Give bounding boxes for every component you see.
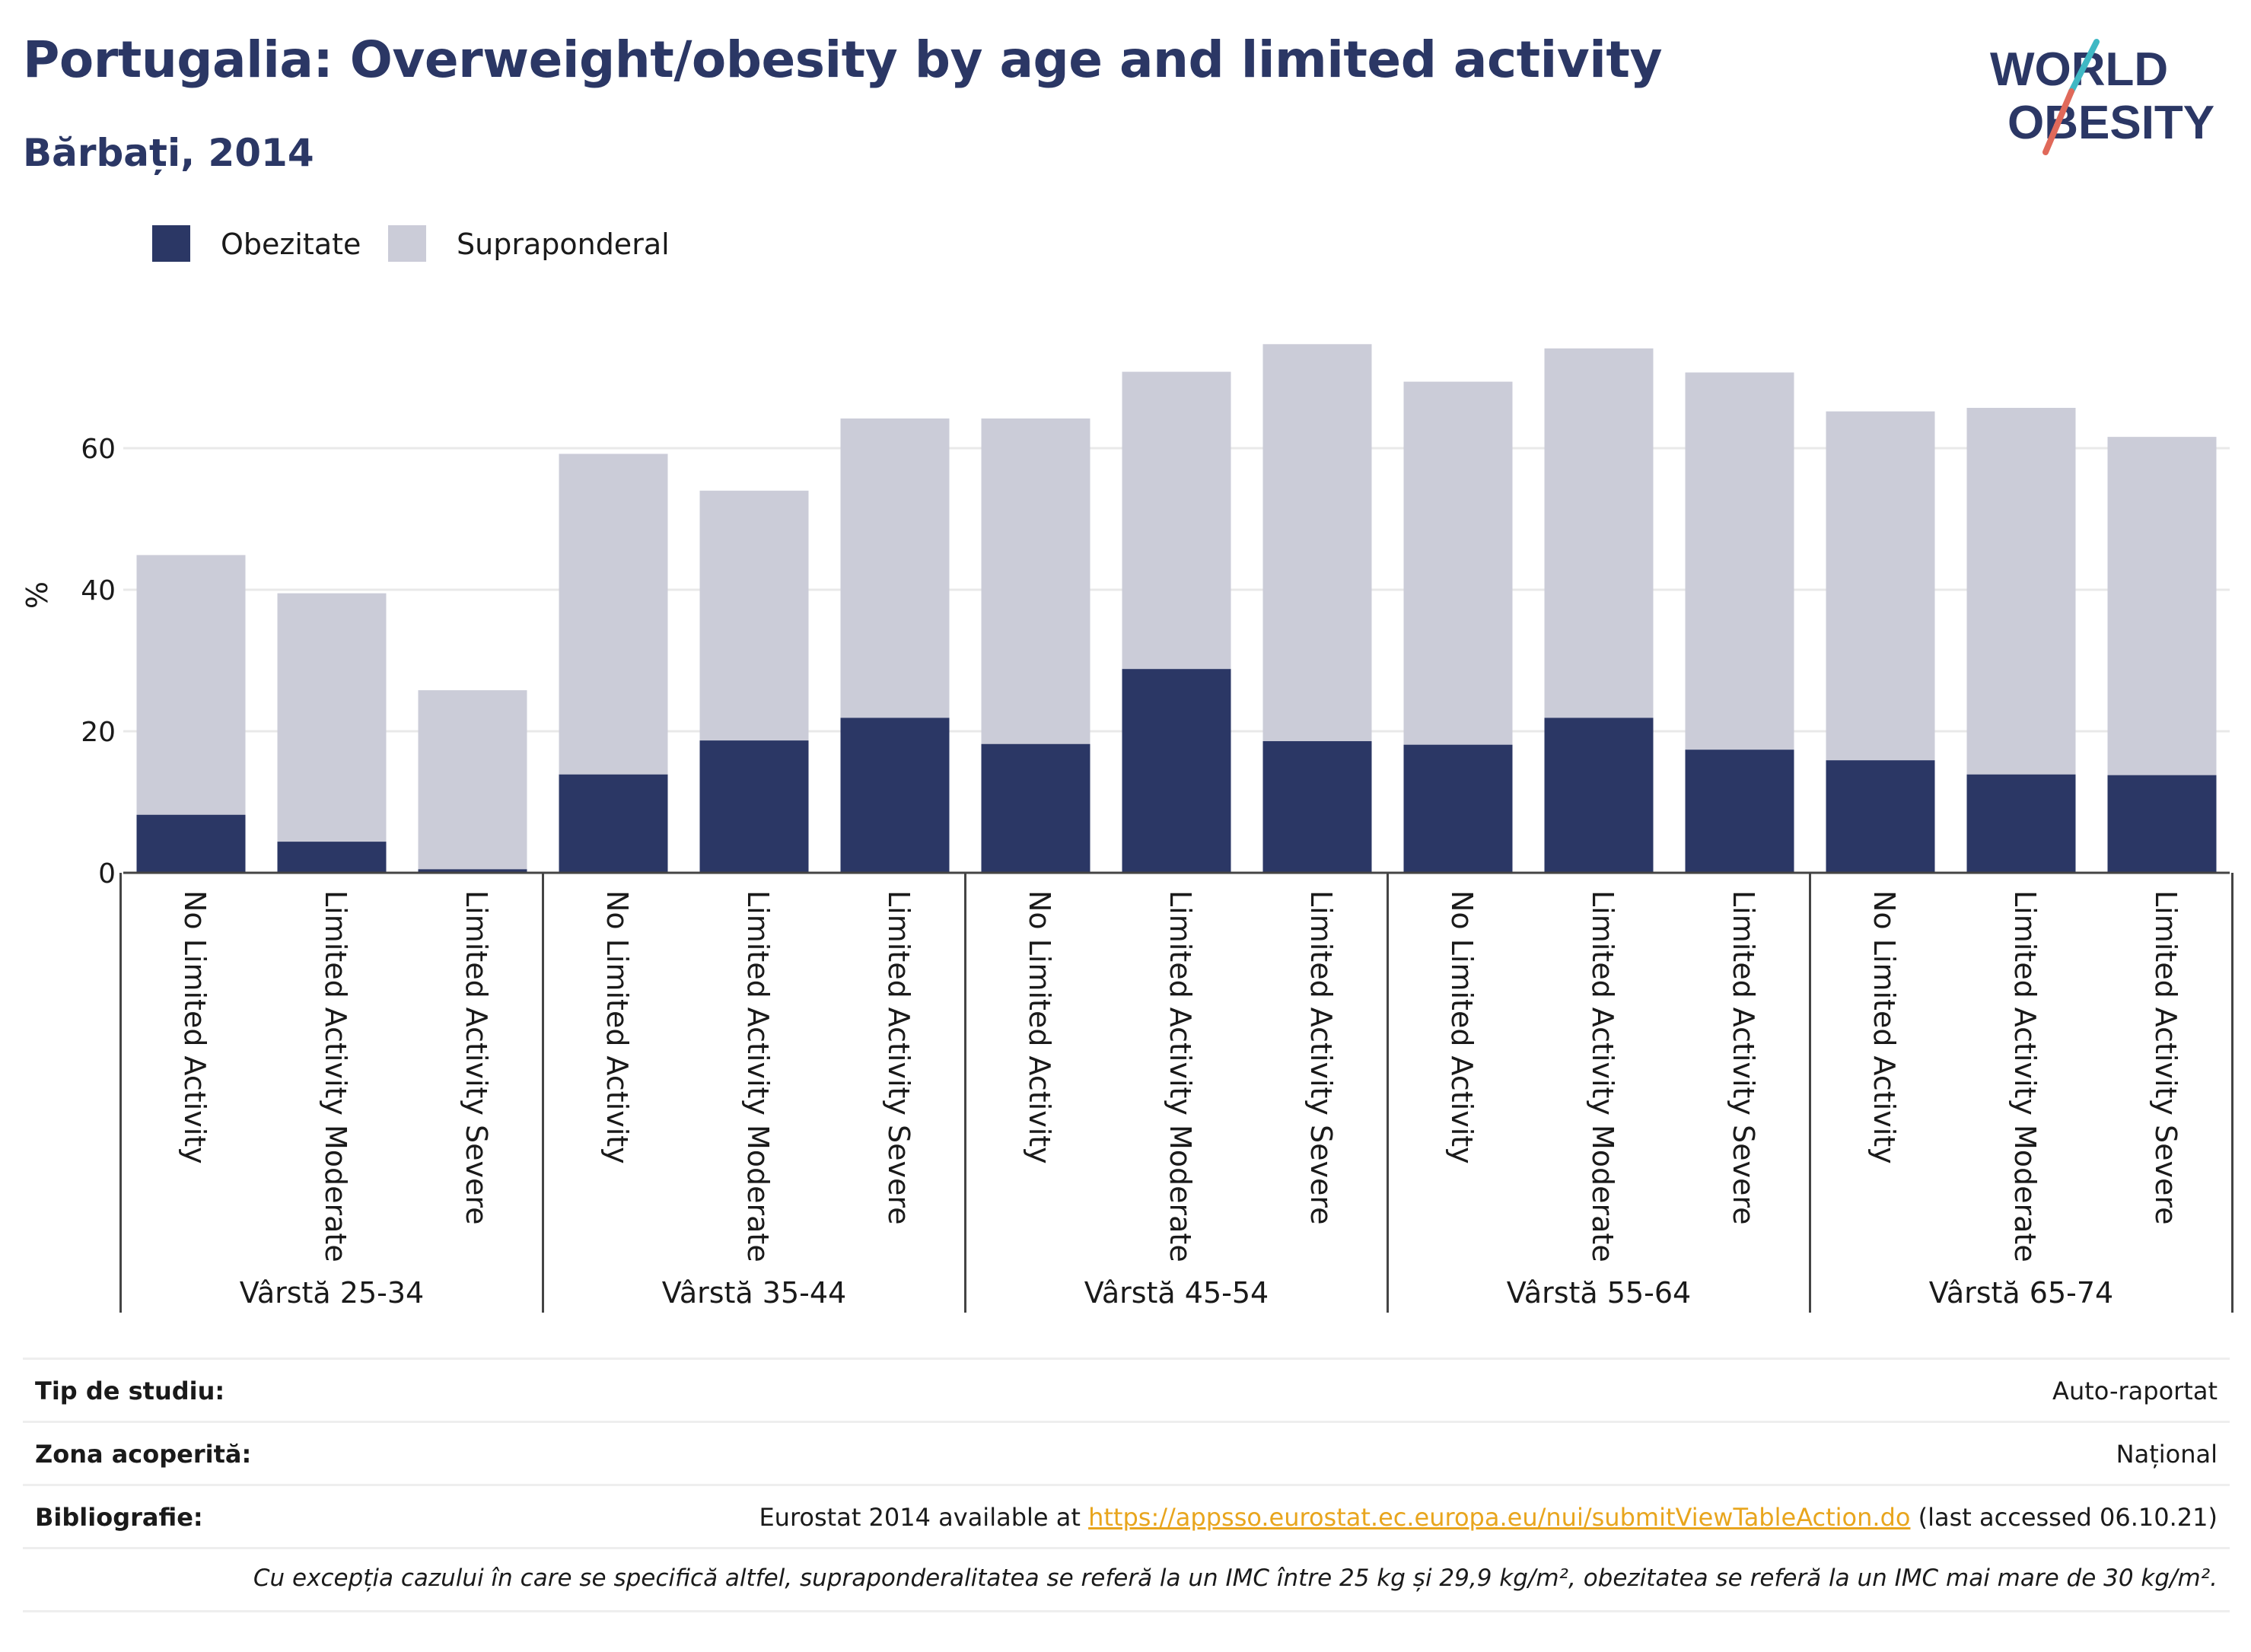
bar-overweight [418, 690, 527, 870]
logo-slash-teal [2068, 39, 2100, 94]
y-tick-label: 0 [98, 858, 116, 890]
x-category-label: Limited Activity Severe [1304, 890, 1338, 1225]
legend-swatch-overweight [388, 225, 426, 262]
legend-label-obesity: Obezitate [221, 228, 361, 261]
bmi-definition-note: Cu excepția cazului în care se specifică… [253, 1564, 2218, 1592]
x-category-label: Limited Activity Moderate [741, 890, 775, 1262]
bibliography-link[interactable]: https://appsso.eurostat.ec.europa.eu/nui… [1088, 1503, 1911, 1532]
x-category-label: Limited Activity Severe [882, 890, 915, 1225]
bar-obesity [1966, 774, 2076, 873]
bar-obesity [1544, 718, 1654, 873]
x-category-label: No Limited Activity [178, 890, 212, 1164]
x-group-label: Vârstă 45-54 [1084, 1276, 1269, 1310]
x-group-label: Vârstă 65-74 [1929, 1276, 2113, 1310]
bar-overweight [1122, 371, 1231, 670]
bibliography-suffix: (last accessed 06.10.21) [1910, 1503, 2218, 1532]
bar-obesity [981, 743, 1090, 873]
bar-obesity [840, 718, 950, 873]
x-category-label: Limited Activity Moderate [2008, 890, 2042, 1262]
bar-obesity [559, 774, 668, 873]
y-tick-label: 60 [81, 434, 116, 465]
bar-obesity [2107, 775, 2217, 873]
bar-chart: 0 20 40 60% No Limited Activity Limited Activ… [21, 344, 2233, 1313]
bar-overweight [1403, 381, 1513, 745]
chart-subtitle: Bărbați, 2014 [23, 131, 314, 175]
bar-overweight [1262, 344, 1372, 742]
x-group-label: Vârstă 35-44 [662, 1276, 846, 1310]
y-tick-label: 40 [81, 575, 116, 606]
y-tick-label: 20 [81, 717, 116, 748]
bar-overweight [559, 454, 668, 775]
info-row-area: Zona acoperită: Național [23, 1421, 2230, 1484]
bar-obesity [1403, 744, 1513, 873]
x-category-label: Limited Activity Severe [2149, 890, 2183, 1225]
info-row-bibliography: Bibliografie: Eurostat 2014 available at… [23, 1484, 2230, 1547]
bibliography-value: Eurostat 2014 available at https://appss… [759, 1503, 2218, 1532]
x-category-label: Limited Activity Moderate [1586, 890, 1619, 1262]
bar-obesity [277, 842, 387, 873]
bar-obesity [1262, 741, 1372, 873]
bar-obesity [1685, 750, 1794, 873]
x-category-label: Limited Activity Severe [1727, 890, 1760, 1225]
bibliography-label: Bibliografie: [35, 1503, 203, 1532]
bar-overweight [840, 418, 950, 718]
x-group-label: Vârstă 25-34 [240, 1276, 424, 1310]
x-category-label: Limited Activity Moderate [1164, 890, 1197, 1262]
bar-overweight [699, 490, 809, 741]
logo-text-obesity: OBESITY [2007, 97, 2214, 149]
y-axis-label: % [21, 581, 54, 609]
bar-obesity [418, 869, 527, 873]
world-obesity-logo: WORLD OBESITY [1990, 39, 2214, 155]
bar-obesity [1122, 669, 1231, 873]
x-category-label: Limited Activity Moderate [319, 890, 352, 1262]
x-category-label: Limited Activity Severe [460, 890, 493, 1225]
area-value: Național [2116, 1440, 2218, 1469]
x-group-label: Vârstă 55-64 [1507, 1276, 1691, 1310]
study-type-value: Auto-raportat [2052, 1377, 2218, 1405]
bar-overweight [136, 555, 246, 815]
bar-overweight [1966, 407, 2076, 775]
bar-overweight [981, 418, 1090, 744]
info-table: Tip de studiu: Auto-raportat Zona acoper… [23, 1358, 2230, 1612]
x-category-label: No Limited Activity [1445, 890, 1479, 1164]
area-label: Zona acoperită: [35, 1440, 252, 1469]
bar-overweight [1826, 411, 1935, 761]
bar-overweight [277, 593, 387, 842]
info-row-note: Cu excepția cazului în care se specifică… [23, 1547, 2230, 1612]
x-category-label: No Limited Activity [1867, 890, 1901, 1164]
x-category-label: No Limited Activity [1023, 890, 1056, 1164]
logo-slash-red [2042, 88, 2074, 155]
bar-overweight [1544, 348, 1654, 718]
info-row-study-type: Tip de studiu: Auto-raportat [23, 1358, 2230, 1421]
legend-label-overweight: Supraponderal [457, 228, 670, 261]
chart-title: Portugalia: Overweight/obesity by age an… [23, 30, 1662, 89]
bar-overweight [1685, 372, 1794, 750]
bar-obesity [1826, 760, 1935, 873]
legend-swatch-obesity [152, 225, 190, 262]
bar-obesity [699, 740, 809, 873]
study-type-label: Tip de studiu: [35, 1377, 225, 1405]
bibliography-prefix: Eurostat 2014 available at [759, 1503, 1089, 1532]
bar-obesity [136, 814, 246, 873]
bar-overweight [2107, 437, 2217, 775]
x-category-label: No Limited Activity [600, 890, 634, 1164]
